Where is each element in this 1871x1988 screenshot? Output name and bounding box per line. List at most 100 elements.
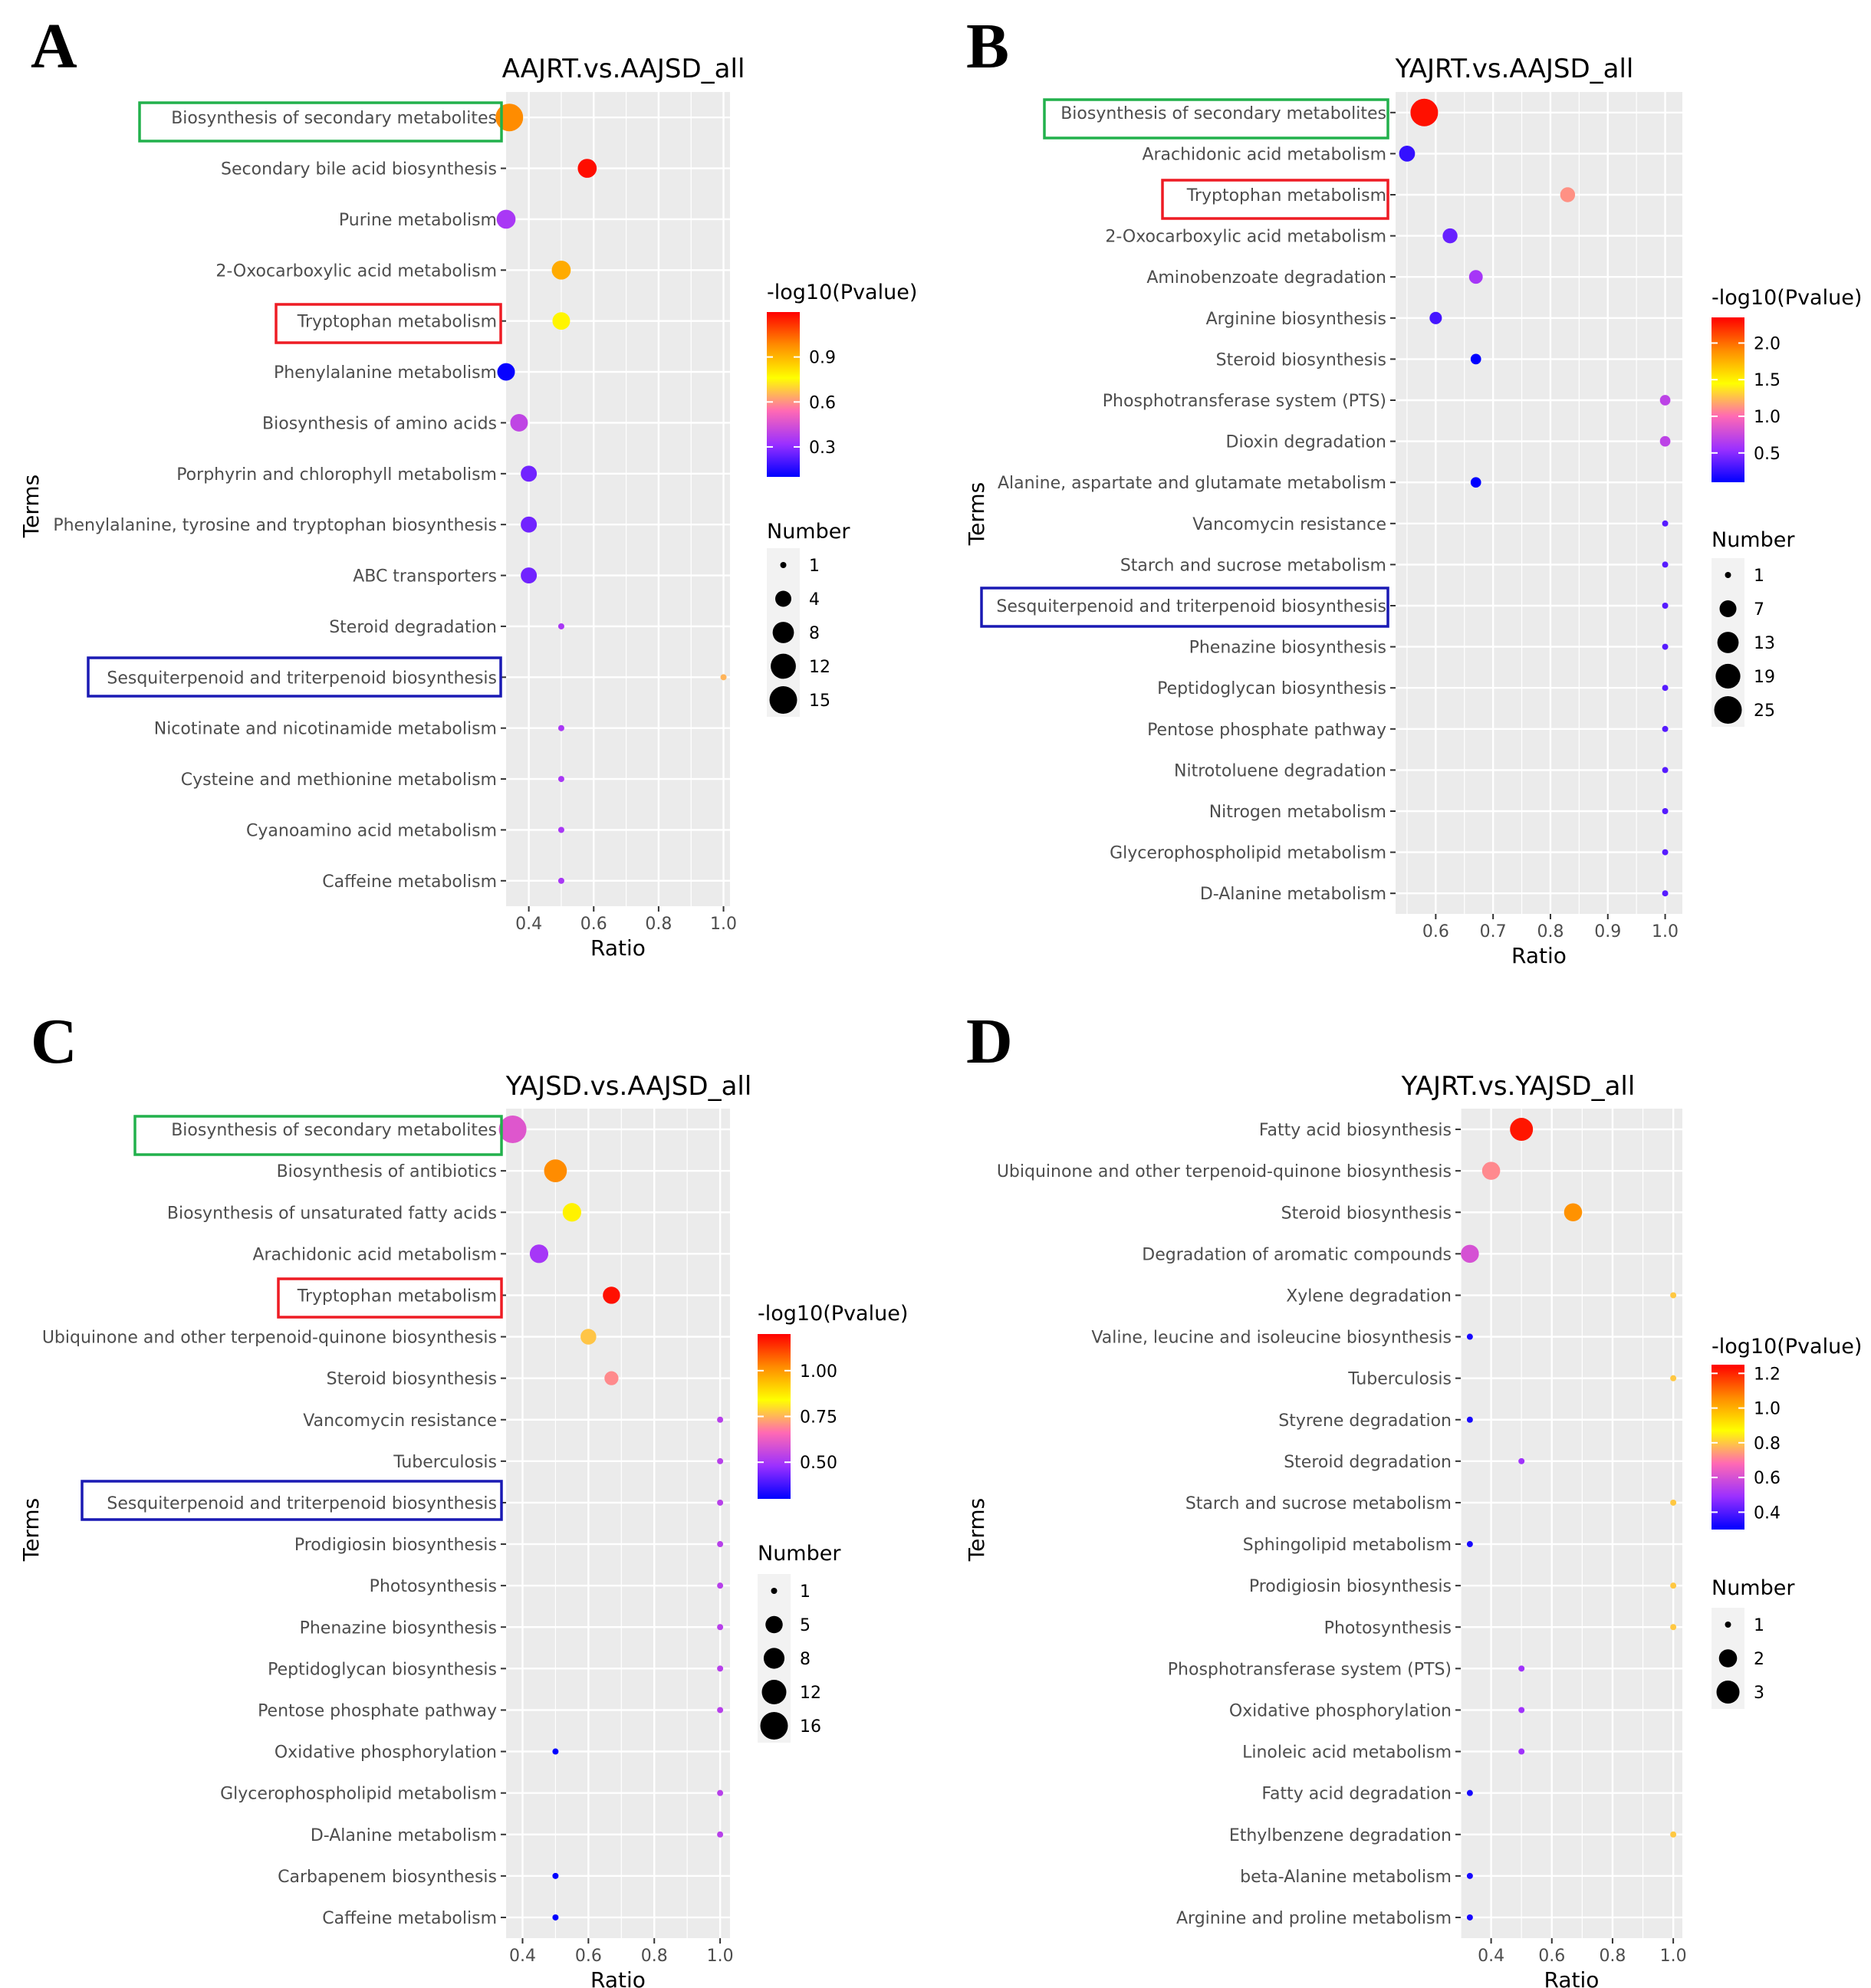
data-point: [1670, 1624, 1677, 1631]
data-point: [498, 1116, 527, 1144]
term-label: Fatty acid biosynthesis: [1259, 1121, 1452, 1140]
highlight-box-red: [275, 303, 502, 344]
x-axis-title: Ratio: [590, 1967, 646, 1988]
term-label: Sesquiterpenoid and triterpenoid biosynt…: [107, 669, 497, 688]
data-point: [1659, 395, 1671, 406]
term-label: Phenylalanine, tyrosine and tryptophan b…: [53, 516, 497, 535]
x-tick-label: 0.9: [1594, 922, 1621, 941]
highlight-box-red: [1161, 179, 1389, 220]
data-point: [717, 1457, 724, 1464]
data-point: [497, 363, 515, 381]
x-axis-title: Ratio: [1544, 1967, 1600, 1988]
term-label: Ubiquinone and other terpenoid-quinone b…: [997, 1162, 1452, 1181]
data-point: [717, 1582, 724, 1589]
term-label: Starch and sucrose metabolism: [1120, 556, 1386, 575]
highlight-box-red: [277, 1277, 503, 1319]
data-point: [1670, 1375, 1677, 1382]
data-point: [1470, 477, 1481, 488]
x-tick-label: 0.6: [1422, 922, 1449, 941]
term-label: Styrene degradation: [1278, 1411, 1452, 1431]
term-label: Tuberculosis: [393, 1453, 497, 1472]
chart-title: YAJRT.vs.YAJSD_all: [1401, 1071, 1636, 1102]
colorbar-label: 0.6: [1754, 1469, 1781, 1488]
data-point: [551, 260, 571, 280]
term-label: Valine, leucine and isoleucine biosynthe…: [1091, 1329, 1452, 1348]
data-point: [552, 1872, 559, 1879]
colorbar-label: 1.2: [1754, 1365, 1781, 1384]
chart-title: YAJSD.vs.AAJSD_all: [505, 1071, 752, 1102]
term-label: Phenazine biosynthesis: [1189, 639, 1386, 658]
size-legend-label: 25: [1754, 702, 1775, 721]
data-point: [717, 1707, 724, 1714]
term-label: Nitrogen metabolism: [1209, 803, 1386, 822]
x-tick-label: 0.8: [1537, 922, 1564, 941]
data-point: [1670, 1292, 1677, 1299]
term-label: Vancomycin resistance: [1192, 515, 1386, 534]
term-label: Vancomycin resistance: [303, 1411, 497, 1431]
term-label: Caffeine metabolism: [322, 1909, 497, 1928]
data-point: [552, 312, 571, 330]
term-label: Pentose phosphate pathway: [1147, 721, 1386, 740]
panels: A AAJRT.vs.AAJSD_all 0.4 0.6 0.8 1.0 Biosynthe…: [18, 11, 1862, 1988]
colorbar: [1712, 1365, 1744, 1530]
colorbar-label: 1.0: [1754, 408, 1781, 427]
term-label: Peptidoglycan biosynthesis: [268, 1660, 497, 1679]
x-tick-label: 0.8: [641, 1947, 668, 1966]
data-point: [1461, 1244, 1479, 1263]
size-legend-label: 12: [800, 1684, 821, 1703]
term-label: Ethylbenzene degradation: [1229, 1826, 1452, 1845]
term-label: Biosynthesis of unsaturated fatty acids: [167, 1204, 497, 1223]
data-point: [1468, 270, 1483, 284]
term-label: D-Alanine metabolism: [311, 1826, 497, 1845]
data-point: [1662, 849, 1669, 856]
data-point: [521, 465, 538, 482]
size-legend-dot: [771, 653, 796, 679]
data-point: [717, 1789, 724, 1796]
data-point: [1510, 1118, 1534, 1142]
data-point: [552, 1914, 559, 1921]
highlight-box-green: [138, 101, 503, 143]
term-label: Prodigiosin biosynthesis: [1249, 1577, 1452, 1596]
data-point: [1466, 1416, 1473, 1423]
plot-background: [1396, 92, 1682, 914]
term-label: Sphingolipid metabolism: [1243, 1536, 1452, 1555]
term-label: beta-Alanine metabolism: [1240, 1868, 1452, 1887]
term-label: Degradation of aromatic compounds: [1142, 1245, 1452, 1264]
term-label: Secondary bile acid biosynthesis: [221, 160, 497, 179]
size-legend-dot: [780, 562, 787, 568]
colorbar-label: 0.4: [1754, 1503, 1781, 1523]
x-tick-label: 0.7: [1480, 922, 1507, 941]
panel-letter: C: [31, 1006, 77, 1077]
data-point: [1399, 146, 1416, 162]
size-legend-label: 19: [1754, 668, 1775, 687]
x-tick-label: 0.6: [575, 1947, 602, 1966]
size-legend-label: 1: [1754, 1616, 1764, 1635]
data-point: [1518, 1707, 1525, 1714]
size-legend-title: Number: [1712, 1576, 1795, 1600]
x-tick-label: 1.0: [1652, 922, 1679, 941]
term-label: Purine metabolism: [339, 211, 497, 230]
term-label: Starch and sucrose metabolism: [1185, 1494, 1452, 1513]
y-axis-title: Terms: [18, 475, 44, 538]
term-label: Steroid biosynthesis: [1281, 1204, 1452, 1223]
term-label: Ubiquinone and other terpenoid-quinone b…: [42, 1329, 497, 1348]
data-point: [1466, 1789, 1473, 1796]
term-label: Caffeine metabolism: [322, 872, 497, 892]
x-tick-label: 0.4: [1478, 1947, 1504, 1966]
data-point: [562, 1203, 581, 1222]
data-point: [557, 826, 564, 833]
data-point: [496, 209, 516, 229]
x-tick-label: 0.6: [1538, 1947, 1565, 1966]
data-point: [604, 1371, 619, 1385]
data-point: [557, 623, 564, 629]
size-legend-dot: [769, 686, 797, 714]
data-point: [557, 776, 564, 783]
term-label: Aminobenzoate degradation: [1146, 268, 1386, 288]
size-legend-title: Number: [758, 1542, 841, 1566]
x-tick-label: 1.0: [707, 1947, 734, 1966]
size-legend-dot: [1725, 572, 1731, 578]
size-legend-label: 8: [800, 1650, 811, 1669]
data-point: [1662, 520, 1669, 527]
x-axis-title: Ratio: [1511, 943, 1567, 968]
size-legend-label: 2: [1754, 1650, 1764, 1669]
